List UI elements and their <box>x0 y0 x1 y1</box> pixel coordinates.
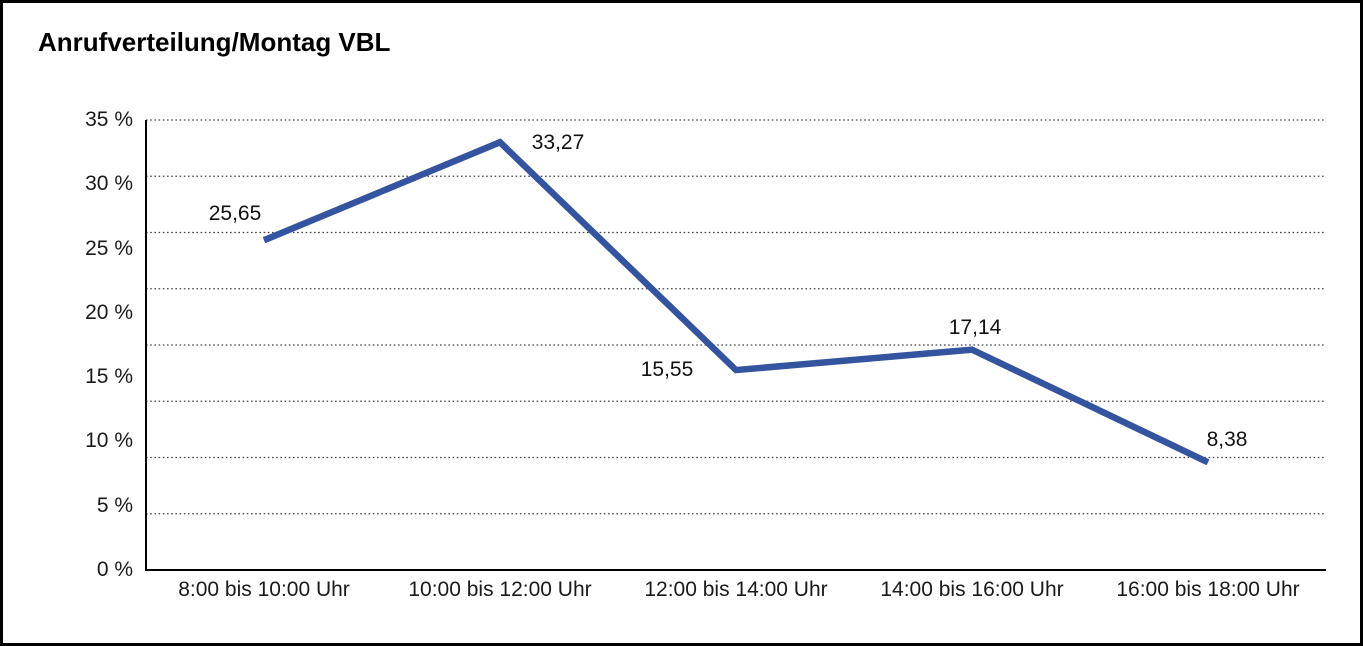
y-tick-label: 15 % <box>85 365 133 389</box>
data-point-value-label: 15,55 <box>640 358 694 382</box>
data-point-value-label: 33,27 <box>531 131 585 155</box>
data-point-value-label: 17,14 <box>948 315 1002 339</box>
chart-title: Anrufverteilung/Montag VBL <box>38 27 391 57</box>
x-tick-label: 8:00 bis 10:00 Uhr <box>178 578 350 601</box>
data-series-line <box>262 138 1210 466</box>
y-tick-label: 0 % <box>96 558 133 581</box>
y-tick-label: 35 % <box>85 108 133 131</box>
x-tick-label: 12:00 bis 14:00 Uhr <box>644 578 828 601</box>
y-tick-label: 30 % <box>85 172 133 196</box>
data-point-value-label: 8,38 <box>1206 428 1248 452</box>
x-tick-label: 10:00 bis 12:00 Uhr <box>408 578 592 601</box>
data-point-value-label: 25,65 <box>208 202 262 226</box>
data-series <box>262 138 1210 466</box>
y-tick-label: 5 % <box>96 493 133 517</box>
line-chart-canvas <box>145 119 1326 571</box>
gridlines <box>146 119 1326 515</box>
y-tick-label: 25 % <box>85 236 133 260</box>
y-tick-label: 10 % <box>85 429 133 453</box>
y-tick-label: 20 % <box>85 300 133 324</box>
x-tick-label: 16:00 bis 18:00 Uhr <box>1116 578 1300 601</box>
axes <box>145 120 1326 571</box>
x-tick-label: 14:00 bis 16:00 Uhr <box>880 578 1064 601</box>
